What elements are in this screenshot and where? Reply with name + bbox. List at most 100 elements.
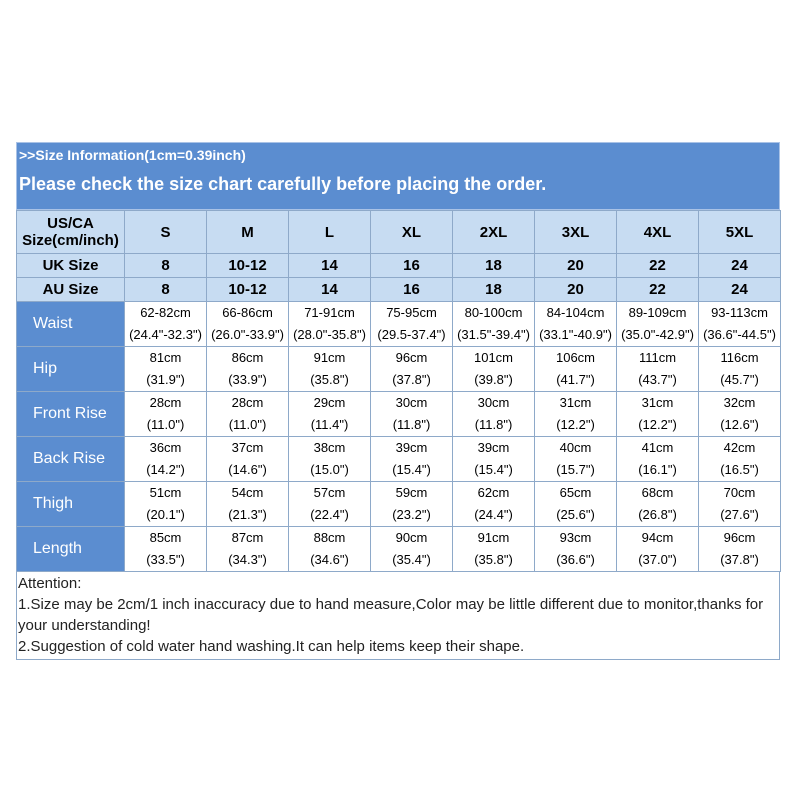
inch-value: (37.0"): [638, 552, 677, 567]
cm-value: 66-86cm: [222, 305, 273, 320]
size-header-cell: XL: [370, 210, 453, 254]
size-info-title: >>Size Information(1cm=0.39inch): [19, 147, 246, 163]
attention-note-2: 2.Suggestion of cold water hand washing.…: [18, 638, 525, 655]
measurement-cell: 59cm (23.2"): [370, 481, 453, 527]
measurement-cell: 54cm (21.3"): [206, 481, 289, 527]
inch-value: (27.6"): [720, 507, 759, 522]
cm-value: 38cm: [313, 440, 346, 455]
size-chart: >>Size Information(1cm=0.39inch) Please …: [16, 142, 781, 660]
size-header-cell: 3XL: [534, 210, 617, 254]
measurement-cell: 96cm (37.8"): [698, 526, 781, 572]
inch-value: (37.8"): [720, 552, 759, 567]
size-header-cell: M: [206, 210, 289, 254]
attention-notes: Attention: 1.Size may be 2cm/1 inch inac…: [16, 572, 780, 660]
inch-value: (14.6"): [228, 462, 267, 477]
measurement-cell: 39cm (15.4"): [370, 436, 453, 482]
uk-size-cell: 16: [370, 253, 453, 278]
cm-value: 39cm: [395, 440, 428, 455]
inch-value: (14.2"): [146, 462, 185, 477]
cm-value: 91cm: [313, 350, 346, 365]
measurement-row: Front Rise 28cm (11.0") 28cm (11.0") 29cm (11.…: [16, 391, 781, 437]
measurement-cell: 38cm (15.0"): [288, 436, 371, 482]
inch-value: (25.6"): [556, 507, 595, 522]
measurement-cell: 70cm (27.6"): [698, 481, 781, 527]
measurement-cell: 66-86cm (26.0"-33.9"): [206, 301, 289, 347]
inch-value: (37.8"): [392, 372, 431, 387]
measurement-cell: 101cm (39.8"): [452, 346, 535, 392]
measurement-cell: 51cm (20.1"): [124, 481, 207, 527]
measurement-label: Length: [16, 526, 125, 572]
uk-size-cell: 10-12: [206, 253, 289, 278]
measurement-cell: 87cm (34.3"): [206, 526, 289, 572]
au-size-cell: 14: [288, 277, 371, 302]
us-size-row: US/CA Size(cm/inch) S M L XL 2XL 3XL 4XL…: [16, 210, 781, 254]
au-size-label: AU Size: [16, 277, 125, 302]
measurement-cell: 75-95cm (29.5-37.4"): [370, 301, 453, 347]
measurement-cell: 62-82cm (24.4"-32.3"): [124, 301, 207, 347]
au-size-cell: 20: [534, 277, 617, 302]
au-size-cell: 8: [124, 277, 207, 302]
cm-value: 57cm: [313, 485, 346, 500]
inch-value: (15.0"): [310, 462, 349, 477]
cm-value: 31cm: [559, 395, 592, 410]
cm-value: 87cm: [231, 530, 264, 545]
inch-value: (31.5"-39.4"): [457, 327, 530, 342]
measurement-row: Length 85cm (33.5") 87cm (34.3") 88cm (34.6") 9…: [16, 526, 781, 572]
us-size-label-line1: US/CA: [47, 215, 94, 232]
cm-value: 89-109cm: [628, 305, 687, 320]
cm-value: 81cm: [149, 350, 182, 365]
au-size-cell: 18: [452, 277, 535, 302]
cm-value: 30cm: [477, 395, 510, 410]
cm-value: 29cm: [313, 395, 346, 410]
inch-value: (43.7"): [638, 372, 677, 387]
measurement-cell: 90cm (35.4"): [370, 526, 453, 572]
cm-value: 37cm: [231, 440, 264, 455]
au-size-cell: 24: [698, 277, 781, 302]
cm-value: 94cm: [641, 530, 674, 545]
inch-value: (15.4"): [392, 462, 431, 477]
cm-value: 85cm: [149, 530, 182, 545]
size-table: US/CA Size(cm/inch) S M L XL 2XL 3XL 4XL…: [16, 210, 781, 572]
size-header-cell: S: [124, 210, 207, 254]
cm-value: 31cm: [641, 395, 674, 410]
inch-value: (12.2"): [556, 417, 595, 432]
attention-title: Attention:: [18, 575, 82, 592]
measurement-label: Thigh: [16, 481, 125, 527]
inch-value: (16.5"): [720, 462, 759, 477]
size-header-cell: L: [288, 210, 371, 254]
uk-size-cell: 24: [698, 253, 781, 278]
measurement-cell: 28cm (11.0"): [124, 391, 207, 437]
inch-value: (11.0"): [228, 417, 267, 432]
measurement-cell: 81cm (31.9"): [124, 346, 207, 392]
cm-value: 39cm: [477, 440, 510, 455]
uk-size-row: UK Size 8 10-12 14 16 18 20 22 24: [16, 253, 781, 278]
measurement-cell: 111cm (43.7"): [616, 346, 699, 392]
measurement-label: Hip: [16, 346, 125, 392]
inch-value: (21.3"): [228, 507, 267, 522]
uk-size-cell: 18: [452, 253, 535, 278]
inch-value: (33.5"): [146, 552, 185, 567]
measurement-label: Waist: [16, 301, 125, 347]
au-size-cell: 22: [616, 277, 699, 302]
inch-value: (20.1"): [146, 507, 185, 522]
measurement-row: Waist 62-82cm (24.4"-32.3") 66-86cm (26.0"-3…: [16, 301, 781, 347]
measurement-cell: 30cm (11.8"): [452, 391, 535, 437]
measurement-cell: 94cm (37.0"): [616, 526, 699, 572]
cm-value: 65cm: [559, 485, 592, 500]
cm-value: 62cm: [477, 485, 510, 500]
cm-value: 68cm: [641, 485, 674, 500]
inch-value: (45.7"): [720, 372, 759, 387]
cm-value: 75-95cm: [386, 305, 437, 320]
measurement-cell: 106cm (41.7"): [534, 346, 617, 392]
inch-value: (28.0"-35.8"): [293, 327, 366, 342]
cm-value: 101cm: [473, 350, 514, 365]
measurement-cell: 40cm (15.7"): [534, 436, 617, 482]
cm-value: 96cm: [395, 350, 428, 365]
cm-value: 42cm: [723, 440, 756, 455]
uk-size-cell: 8: [124, 253, 207, 278]
inch-value: (34.3"): [228, 552, 267, 567]
inch-value: (29.5-37.4"): [377, 327, 446, 342]
measurement-label: Front Rise: [16, 391, 125, 437]
cm-value: 54cm: [231, 485, 264, 500]
measurement-cell: 29cm (11.4"): [288, 391, 371, 437]
